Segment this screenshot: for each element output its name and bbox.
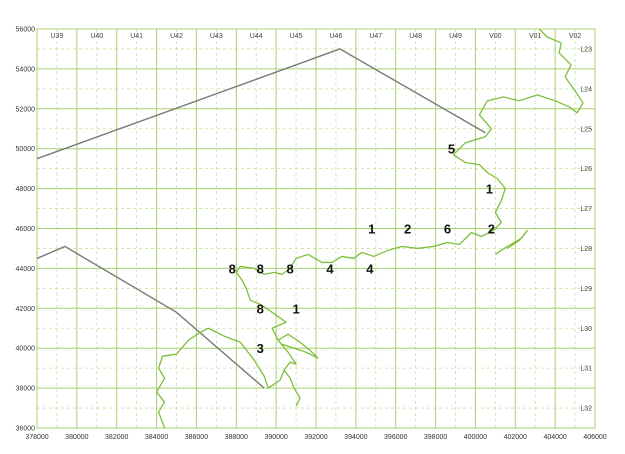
grid-row-label: L28 bbox=[580, 246, 592, 253]
x-tick-label: 396000 bbox=[384, 434, 407, 441]
x-tick-label: 390000 bbox=[264, 434, 287, 441]
grid-column-label: V02 bbox=[569, 33, 582, 40]
x-tick-label: 404000 bbox=[543, 434, 566, 441]
grid-column-label: U47 bbox=[369, 33, 382, 40]
coastline-segment bbox=[494, 229, 528, 255]
site-number-label: 5 bbox=[448, 142, 455, 157]
coastline-segment bbox=[235, 28, 584, 341]
site-number-label: 8 bbox=[286, 261, 293, 276]
y-axis-ticks: 36000 38000 40000 42000 44000 46000 48000 50000… bbox=[16, 27, 36, 433]
site-number-label: 4 bbox=[366, 261, 374, 276]
x-tick-label: 378000 bbox=[25, 434, 48, 441]
y-tick-label: 54000 bbox=[16, 66, 36, 73]
x-tick-label: 398000 bbox=[424, 434, 447, 441]
y-tick-label: 52000 bbox=[16, 106, 36, 113]
grid-row-label: L29 bbox=[580, 286, 592, 293]
x-tick-label: 386000 bbox=[185, 434, 208, 441]
grid-row-label: L26 bbox=[580, 166, 592, 173]
y-tick-label: 48000 bbox=[16, 186, 36, 193]
x-tick-label: 394000 bbox=[344, 434, 367, 441]
grid-column-label: U48 bbox=[409, 33, 422, 40]
grid-row-label: L31 bbox=[580, 366, 592, 373]
site-number-label: 1 bbox=[292, 301, 299, 316]
boundary-line bbox=[36, 48, 486, 160]
boundary-lines bbox=[36, 48, 486, 389]
y-tick-label: 42000 bbox=[16, 306, 36, 313]
grid-column-label: U40 bbox=[90, 33, 103, 40]
grid-column-label: U42 bbox=[170, 33, 183, 40]
grid-row-label: L27 bbox=[580, 206, 592, 213]
site-number-label: 1 bbox=[486, 182, 493, 197]
grid-row-label: L23 bbox=[580, 46, 592, 53]
x-tick-label: 380000 bbox=[65, 434, 88, 441]
boundary-line bbox=[36, 245, 265, 389]
site-number-label: 8 bbox=[257, 301, 264, 316]
grid-row-label: L24 bbox=[580, 86, 592, 93]
coastline-segment bbox=[200, 327, 269, 389]
coastline-segment bbox=[267, 333, 319, 389]
grid-row-label: L25 bbox=[580, 126, 592, 133]
grid-row-label: L32 bbox=[580, 406, 592, 413]
x-tick-label: 406000 bbox=[583, 434, 606, 441]
site-number-label: 4 bbox=[326, 261, 334, 276]
grid-column-label: U43 bbox=[210, 33, 223, 40]
y-tick-label: 40000 bbox=[16, 346, 36, 353]
coastline-segment bbox=[283, 369, 301, 407]
site-number-label: 2 bbox=[488, 222, 495, 237]
y-tick-label: 56000 bbox=[16, 27, 36, 34]
grid-column-label: U45 bbox=[290, 33, 303, 40]
site-number-label: 1 bbox=[368, 222, 375, 237]
grid-column-labels: U39 U40 U41 U42 U43 U44 U45 U46 U47 U48 U49 V00 V01 V… bbox=[51, 33, 582, 40]
x-axis-ticks: 378000 380000 382000 384000 386000 388000 3900… bbox=[25, 434, 606, 441]
y-tick-label: 36000 bbox=[16, 426, 36, 433]
x-tick-label: 402000 bbox=[504, 434, 527, 441]
site-number-label: 2 bbox=[404, 222, 411, 237]
site-number-label: 8 bbox=[229, 261, 236, 276]
site-number-label: 6 bbox=[444, 222, 451, 237]
coastline bbox=[155, 28, 584, 429]
y-tick-label: 50000 bbox=[16, 146, 36, 153]
x-tick-label: 400000 bbox=[464, 434, 487, 441]
grid-column-label: U44 bbox=[250, 33, 263, 40]
grid-column-label: V01 bbox=[529, 33, 542, 40]
x-tick-label: 384000 bbox=[145, 434, 168, 441]
x-tick-label: 392000 bbox=[304, 434, 327, 441]
x-tick-label: 382000 bbox=[105, 434, 128, 441]
y-tick-label: 46000 bbox=[16, 226, 36, 233]
grid-column-label: V00 bbox=[489, 33, 502, 40]
grid-row-labels: L23 L24 L25 L26 L27 L28 L29 L30 L31 L32 bbox=[580, 46, 592, 412]
grid-row-label: L30 bbox=[580, 326, 592, 333]
y-tick-label: 38000 bbox=[16, 386, 36, 393]
site-number-label: 8 bbox=[257, 261, 264, 276]
grid-column-label: U39 bbox=[51, 33, 64, 40]
coastline-segment bbox=[155, 331, 201, 429]
major-grid bbox=[36, 28, 596, 429]
x-tick-label: 388000 bbox=[225, 434, 248, 441]
grid-column-label: U49 bbox=[449, 33, 462, 40]
grid-column-label: U41 bbox=[130, 33, 143, 40]
grid-column-label: U46 bbox=[330, 33, 343, 40]
site-number-label: 3 bbox=[257, 341, 264, 356]
y-tick-label: 44000 bbox=[16, 266, 36, 273]
